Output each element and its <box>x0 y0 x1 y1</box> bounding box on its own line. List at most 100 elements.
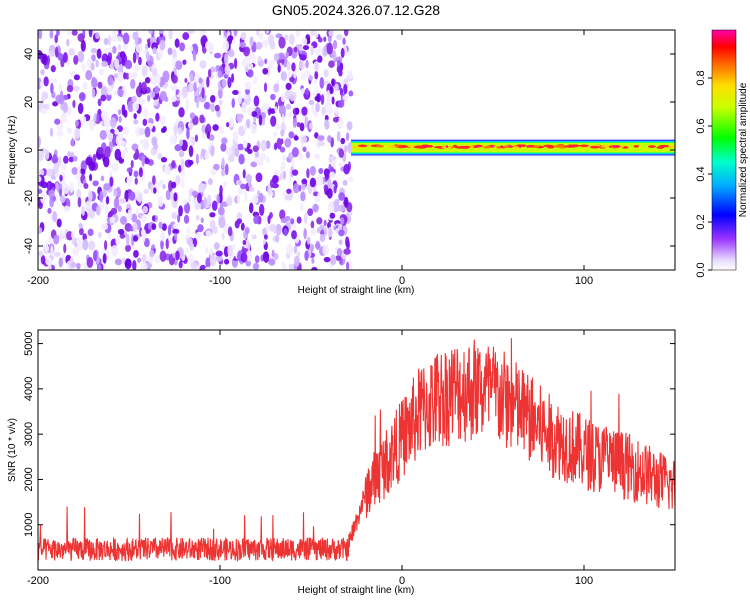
heatmap-noise-cell <box>273 223 277 235</box>
heatmap-noise-cell <box>187 137 193 148</box>
heatmap-noise-cell <box>205 257 211 269</box>
heatmap-noise-cell <box>162 126 167 133</box>
heatmap-noise-cell <box>313 153 321 160</box>
heatmap-noise-cell <box>56 130 64 137</box>
heatmap-noise-cell <box>181 177 185 189</box>
heatmap-noise-cell <box>300 73 307 80</box>
heatmap-noise-cell <box>175 250 180 261</box>
heatmap-noise-cell <box>306 37 311 44</box>
heatmap-noise-cell <box>295 107 300 115</box>
heatmap-noise-cell <box>251 234 257 240</box>
heatmap-noise-cell <box>219 185 223 196</box>
heatmap-y-tick-label: 20 <box>23 96 35 108</box>
heatmap-noise-cell <box>293 135 299 141</box>
heatmap-x-ticks: -200 -100 0 100 <box>27 30 593 287</box>
heatmap-noise-cell <box>162 184 166 190</box>
heatmap-noise-cell <box>82 81 88 91</box>
heatmap-noise-cell <box>50 65 56 73</box>
heatmap-noise-cell <box>46 180 53 191</box>
heatmap-noise-cell <box>208 248 214 256</box>
heatmap-noise-cell <box>187 82 195 93</box>
heatmap-noise-cell <box>99 130 107 140</box>
heatmap-noise-cell <box>122 32 130 45</box>
heatmap-noise-cell <box>296 121 301 128</box>
heatmap-noise-cell <box>87 190 93 202</box>
heatmap-noise-cell <box>243 123 248 131</box>
heatmap-noise-cell <box>262 215 269 222</box>
heatmap-noise-cell <box>316 93 322 103</box>
heatmap-noise-cell <box>78 222 83 229</box>
snr-y-tick-label: 1000 <box>23 512 35 536</box>
heatmap-noise-cell <box>244 81 252 90</box>
heatmap-noise-cell <box>286 188 292 194</box>
heatmap-noise-cell <box>291 169 299 176</box>
heatmap-noise-cell <box>160 231 166 242</box>
snr-x-tick-label: 100 <box>575 575 593 587</box>
heatmap-noise-cell <box>87 228 94 237</box>
heatmap-noise-cell <box>115 134 123 146</box>
colorbar-tick-label: 0.4 <box>695 166 707 181</box>
heatmap-noise-cell <box>197 224 204 233</box>
heatmap-noise-cell <box>100 86 108 97</box>
heatmap-noise-cell <box>210 95 216 103</box>
heatmap-noise-cell <box>117 44 122 51</box>
heatmap-noise-cell <box>309 122 313 130</box>
heatmap-noise-cell <box>338 239 343 245</box>
heatmap-noise-cell <box>133 119 139 125</box>
heatmap-noise-cell <box>331 78 335 87</box>
heatmap-noise-cell <box>221 157 225 169</box>
heatmap-noise-cell <box>161 223 167 231</box>
heatmap-noise-cell <box>174 38 180 48</box>
heatmap-band-max <box>445 145 449 148</box>
heatmap-noise-cell <box>98 68 104 76</box>
heatmap-noise-cell <box>54 118 61 125</box>
heatmap-noise-cell <box>322 244 330 256</box>
heatmap-noise-cell <box>213 52 222 59</box>
heatmap-band-peak <box>552 145 565 148</box>
heatmap-noise-cell <box>325 102 332 114</box>
heatmap-noise-cell <box>231 73 235 83</box>
heatmap-band-peak <box>413 145 424 149</box>
heatmap-noise-cell <box>193 81 197 93</box>
heatmap-noise-cell <box>132 222 138 233</box>
heatmap-band-peak <box>600 145 607 148</box>
heatmap-noise-cell <box>233 132 239 143</box>
heatmap-noise-cell <box>196 96 200 109</box>
heatmap-noise-cell <box>279 146 286 153</box>
heatmap-noise-cell <box>300 88 305 95</box>
heatmap-noise-cell <box>144 157 150 165</box>
snr-x-tick-label: -200 <box>27 575 49 587</box>
heatmap-noise-cell <box>225 148 233 156</box>
heatmap-noise-cell <box>274 123 281 130</box>
heatmap-noise-cell <box>267 33 275 45</box>
heatmap-noise-cell <box>340 47 345 58</box>
heatmap-noise-cell <box>92 153 97 163</box>
heatmap-noise-cell <box>135 207 140 216</box>
heatmap-noise-cell <box>338 229 345 237</box>
heatmap-noise-cell <box>240 252 248 263</box>
heatmap-noise-cell <box>59 195 66 203</box>
heatmap-noise-cell <box>346 120 353 131</box>
heatmap-noise-cell <box>269 108 276 114</box>
heatmap-noise-cell <box>168 30 173 40</box>
heatmap-noise-cell <box>332 39 338 50</box>
heatmap-noise-cell <box>290 218 295 225</box>
heatmap-noise-cell <box>113 197 119 209</box>
heatmap-noise-cell <box>199 114 205 124</box>
heatmap-noise-cell <box>40 69 45 76</box>
heatmap-noise-cell <box>227 117 235 128</box>
heatmap-noise-cell <box>144 77 151 84</box>
heatmap-noise-cell <box>58 257 63 268</box>
heatmap-noise-cell <box>127 208 133 221</box>
heatmap-band-peak <box>534 145 540 148</box>
heatmap-noise-cell <box>236 218 243 224</box>
heatmap-noise-cell <box>152 142 159 151</box>
heatmap-noise-cell <box>38 169 45 176</box>
heatmap-noise-cell <box>205 40 213 51</box>
heatmap-noise-cell <box>316 174 324 187</box>
heatmap-noise-cell <box>211 200 218 212</box>
heatmap-noise-cell <box>263 234 268 240</box>
heatmap-noise-cell <box>206 194 212 206</box>
heatmap-noise-cell <box>90 122 94 132</box>
heatmap-noise-cell <box>171 181 177 189</box>
